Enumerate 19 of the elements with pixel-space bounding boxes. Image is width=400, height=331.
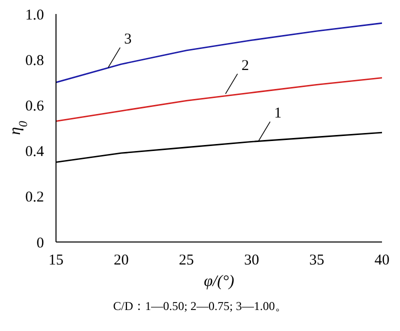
y-tick-label: 0.4 bbox=[25, 144, 44, 160]
y-tick-label: 0.2 bbox=[25, 190, 44, 206]
text: C/D：1—0.50; 2—0.75; 3—1.00。 bbox=[112, 298, 288, 315]
x-tick-label: 30 bbox=[244, 252, 260, 269]
annotation: 3 bbox=[124, 32, 132, 48]
y-tick-label: 1.0 bbox=[25, 7, 44, 24]
y-tick-label: 0 bbox=[36, 235, 44, 252]
line-series bbox=[56, 22, 382, 84]
x-tick-label: 35 bbox=[309, 252, 324, 269]
y-tick-label: 0.8 bbox=[25, 52, 44, 69]
x-tick-label: 25 bbox=[178, 252, 194, 269]
y-tick-label: 0.6 bbox=[25, 98, 44, 115]
annotation: 1 bbox=[274, 106, 282, 122]
line-series bbox=[56, 77, 382, 122]
x-axis-title: φ/(°) bbox=[204, 273, 234, 290]
x-tick-label: 15 bbox=[48, 252, 64, 269]
x-tick-label: 40 bbox=[374, 252, 390, 269]
annotation: 2 bbox=[242, 58, 250, 74]
x-tick-label: 20 bbox=[114, 252, 129, 269]
